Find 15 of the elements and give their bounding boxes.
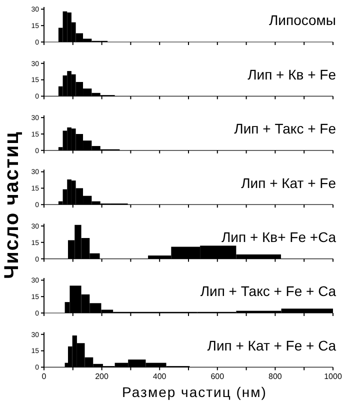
chart-title: Лип + Кат + Fe + Ca (207, 337, 336, 354)
x-tick-label: 200 (95, 372, 110, 382)
chart-title: Лип + Кв+ Fe +Ca (221, 229, 336, 245)
chart-title: Лип + Кат + Fe (241, 174, 336, 191)
x-tick-label: 1000 (324, 372, 342, 382)
x-tick-label: 0 (42, 372, 47, 382)
chart-title: Лип + Кв + Fe (248, 66, 336, 82)
y-axis-title: Число частиц (1, 131, 23, 279)
chart-title: Лип + Такс + Fe + Ca (200, 283, 336, 300)
x-axis-title: Размер частиц (нм) (122, 384, 267, 400)
x-tick-label: 800 (268, 372, 282, 382)
x-tick-label: 600 (210, 372, 225, 382)
x-tick-label: 400 (152, 372, 167, 382)
chart-title: Липосомы (268, 12, 336, 28)
chart-title: Лип + Такс + Fe (234, 120, 336, 137)
